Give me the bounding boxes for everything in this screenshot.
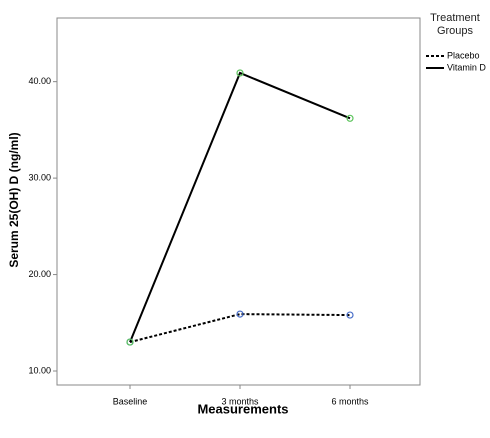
x-tick-label: 3 months (221, 396, 259, 406)
y-tick-label: 10.00 (28, 365, 51, 375)
x-tick-label: Baseline (113, 396, 148, 406)
x-tick-label: 6 months (331, 396, 369, 406)
y-tick-label: 40.00 (28, 76, 51, 86)
marker (126, 338, 134, 346)
legend-title: Treatment Groups (430, 12, 480, 37)
marker (236, 69, 244, 77)
series-line (129, 71, 351, 343)
y-axis-title: Serum 25(OH) D (ng/ml) (7, 132, 21, 267)
marker (346, 311, 354, 319)
x-axis-title: Measurements (197, 401, 288, 416)
y-tick-label: 30.00 (28, 172, 51, 182)
legend-label: Placebo (447, 50, 480, 60)
legend-label: Vitamin D (447, 62, 486, 72)
y-tick-label: 20.00 (28, 269, 51, 279)
series-line (129, 313, 351, 344)
marker (236, 310, 244, 318)
marker (346, 114, 354, 122)
plot-area (56, 17, 421, 386)
